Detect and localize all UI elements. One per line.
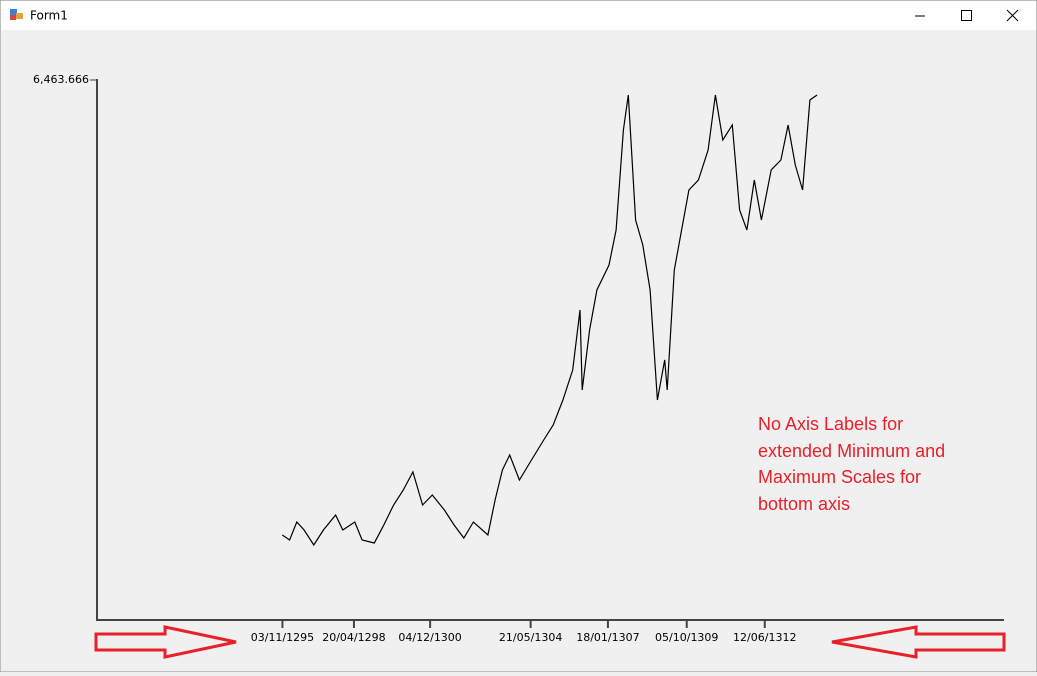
data-line	[281, 94, 818, 547]
x-tick-label: 18/01/1307	[576, 631, 639, 644]
annotation: No Axis Labels for extended Minimum and …	[758, 414, 946, 514]
x-tick-label: 04/12/1300	[398, 631, 461, 644]
x-tick-label: 05/10/1309	[655, 631, 718, 644]
app-icon	[10, 9, 23, 20]
y-tick-label: 6,463.666	[33, 73, 89, 86]
x-tick-label: 03/11/1295	[251, 631, 314, 644]
x-tick-label: 12/06/1312	[733, 631, 796, 644]
x-tick-label: 20/04/1298	[322, 631, 385, 644]
title-bar	[1, 1, 1036, 30]
maximize-button[interactable]	[961, 10, 972, 21]
right-arrow	[831, 625, 1006, 659]
window-title: Form1	[30, 9, 68, 23]
left-arrow	[94, 625, 237, 659]
close-button[interactable]	[1006, 9, 1019, 22]
x-tick-label: 21/05/1304	[499, 631, 562, 644]
